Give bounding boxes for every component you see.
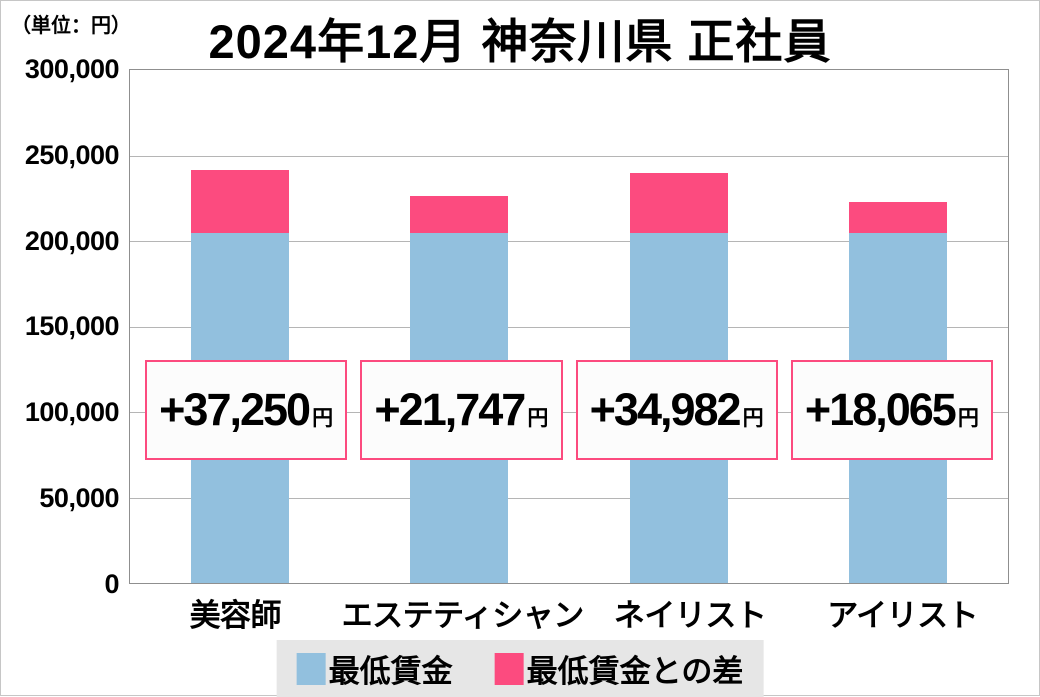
y-axis-ticks: 300,000 250,000 200,000 150,000 100,000 50,00… bbox=[1, 53, 120, 600]
diff-unit: 円 bbox=[527, 407, 549, 430]
diff-value: +37,250 bbox=[159, 384, 311, 435]
y-tick-label: 250,000 bbox=[24, 139, 120, 170]
diff-value: +18,065 bbox=[804, 384, 957, 435]
bar-segment-diff bbox=[190, 169, 289, 234]
bars bbox=[130, 70, 1008, 583]
x-axis-label: アイリスト bbox=[827, 598, 979, 633]
y-tick-label: 300,000 bbox=[24, 54, 120, 84]
stacked-bar bbox=[629, 70, 728, 583]
y-tick-label: 0 bbox=[104, 568, 119, 599]
diff-label-box: +18,065 円 bbox=[790, 360, 993, 460]
legend-swatch bbox=[296, 652, 326, 685]
x-axis-label: ネイリスト bbox=[613, 598, 767, 633]
x-axis-label: エステティシャン bbox=[341, 598, 585, 633]
bar-segment-diff bbox=[849, 202, 948, 234]
legend-swatch bbox=[494, 652, 524, 685]
diff-label-box: +37,250 円 bbox=[145, 360, 348, 460]
plot-area: +37,250 円 +21,747 円 +34,982 円 +18,065 円 bbox=[129, 69, 1009, 584]
legend-label: 最低賃金との差 bbox=[526, 654, 744, 689]
diff-unit: 円 bbox=[957, 407, 979, 430]
y-tick-label: 100,000 bbox=[24, 397, 120, 428]
bar-column bbox=[130, 70, 350, 583]
gridline bbox=[130, 326, 1008, 328]
x-axis-label: 美容師 bbox=[189, 598, 282, 633]
diff-unit: 円 bbox=[742, 407, 764, 430]
gridline bbox=[130, 155, 1008, 157]
y-tick-label: 200,000 bbox=[24, 225, 120, 256]
bar-segment-diff bbox=[410, 196, 509, 234]
gridlines bbox=[130, 70, 1008, 583]
stacked-bar bbox=[849, 70, 948, 583]
bar-column bbox=[569, 70, 789, 583]
stacked-bar bbox=[190, 70, 289, 583]
gridline bbox=[130, 241, 1008, 242]
bar-column bbox=[350, 70, 570, 583]
diff-label-box: +21,747 円 bbox=[360, 360, 563, 460]
y-tick-label: 50,000 bbox=[39, 483, 119, 514]
diff-label-box: +34,982 円 bbox=[575, 360, 778, 460]
diff-value: +21,747 bbox=[374, 384, 526, 435]
diff-unit: 円 bbox=[312, 407, 334, 430]
gridline bbox=[130, 412, 1008, 413]
legend: 最低賃金 最低賃金との差 bbox=[276, 640, 764, 697]
legend-label: 最低賃金 bbox=[328, 654, 453, 689]
y-tick-label: 150,000 bbox=[24, 311, 120, 342]
bar-segment-diff bbox=[629, 173, 728, 234]
x-axis-labels: 美容師 エステティシャン ネイリスト アイリスト bbox=[129, 590, 1009, 635]
bar-column bbox=[789, 70, 1009, 583]
unit-label: （単位：円） bbox=[11, 15, 131, 37]
diff-value: +34,982 bbox=[589, 384, 742, 435]
stacked-bar bbox=[410, 70, 509, 583]
legend-item: 最低賃金との差 bbox=[494, 646, 744, 691]
gridline bbox=[130, 497, 1008, 499]
diff-labels: +37,250 円 +21,747 円 +34,982 円 +18,065 円 bbox=[130, 360, 1008, 460]
legend-item: 最低賃金 bbox=[296, 646, 453, 691]
chart-title: 2024年12月 神奈川県 正社員 bbox=[208, 15, 832, 68]
